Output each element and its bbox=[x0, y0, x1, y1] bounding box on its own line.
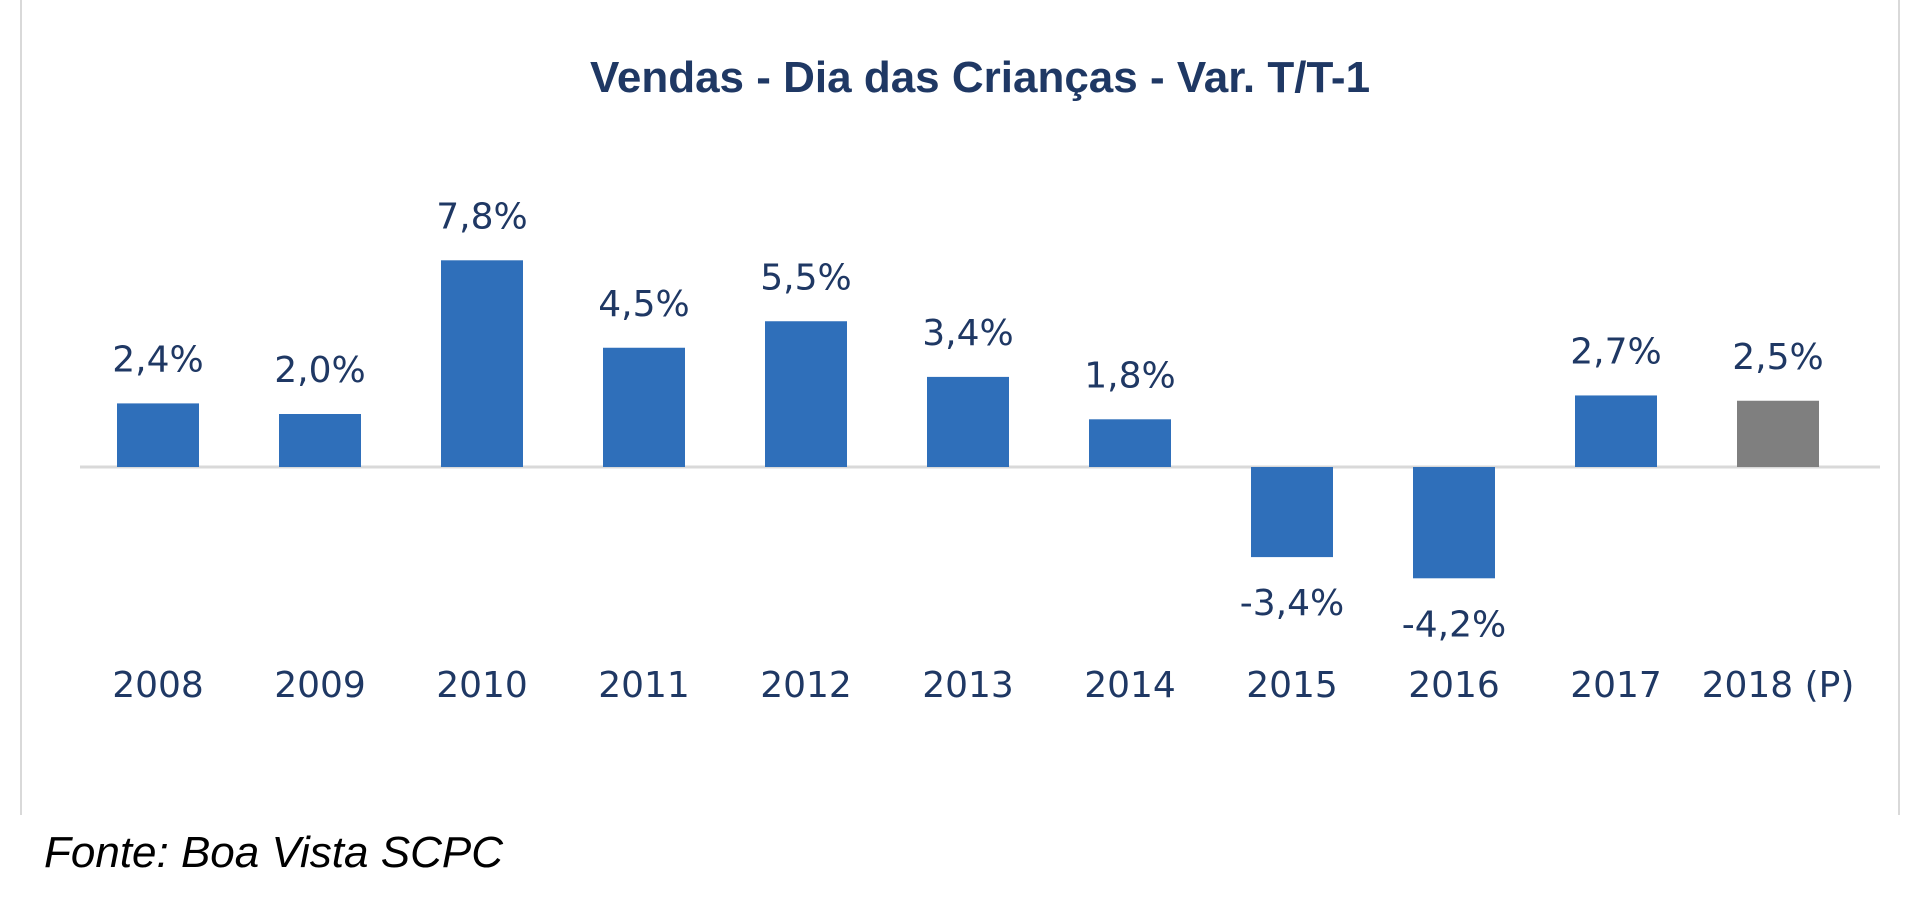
bar-2009 bbox=[279, 414, 361, 467]
data-label-2012: 5,5% bbox=[760, 257, 851, 298]
data-label-2008: 2,4% bbox=[112, 339, 203, 380]
bar-2015 bbox=[1251, 467, 1333, 558]
data-label-2015: -3,4% bbox=[1240, 583, 1344, 624]
data-label-2009: 2,0% bbox=[274, 350, 365, 391]
x-tick-label-2012: 2012 bbox=[760, 665, 852, 706]
bar-2017 bbox=[1575, 395, 1657, 467]
bar-2016 bbox=[1413, 467, 1495, 579]
bar-2013 bbox=[927, 376, 1009, 467]
bar-2011 bbox=[603, 347, 685, 467]
bar-2018-P bbox=[1737, 400, 1819, 467]
x-tick-labels-layer: 2008 2009 2010 2011 2012 2013 2014 2015 2016 2017… bbox=[112, 665, 1854, 706]
bar-2012 bbox=[765, 321, 847, 467]
data-label-2016: -4,2% bbox=[1402, 604, 1506, 645]
data-labels-layer: 2,4% 2,0% 7,8% 4,5% 5,5% 3,4% 1,8% -3,4% -4,2% 2,… bbox=[112, 196, 1823, 645]
data-label-2018-P: 2,5% bbox=[1732, 337, 1823, 378]
x-tick-label-2010: 2010 bbox=[436, 665, 528, 706]
x-tick-label-2013: 2013 bbox=[922, 665, 1014, 706]
x-tick-label-2016: 2016 bbox=[1408, 665, 1500, 706]
chart-panel bbox=[20, 0, 1900, 815]
x-tick-label-2018-P: 2018 (P) bbox=[1702, 665, 1855, 706]
bar-2014 bbox=[1089, 419, 1171, 467]
source-note: Fonte: Boa Vista SCPC bbox=[44, 828, 503, 877]
chart-title: Vendas - Dia das Crianças - Var. T/T-1 bbox=[590, 53, 1370, 102]
data-label-2011: 4,5% bbox=[598, 284, 689, 325]
bar-2008 bbox=[117, 403, 199, 467]
x-tick-label-2017: 2017 bbox=[1570, 665, 1662, 706]
bar-2010 bbox=[441, 260, 523, 467]
data-label-2013: 3,4% bbox=[922, 313, 1013, 354]
data-label-2010: 7,8% bbox=[436, 196, 527, 237]
x-tick-label-2014: 2014 bbox=[1084, 665, 1176, 706]
data-label-2014: 1,8% bbox=[1084, 355, 1175, 396]
x-tick-label-2008: 2008 bbox=[112, 665, 204, 706]
data-label-2017: 2,7% bbox=[1570, 331, 1661, 372]
x-tick-label-2011: 2011 bbox=[598, 665, 690, 706]
bars-layer bbox=[117, 260, 1819, 579]
x-tick-label-2015: 2015 bbox=[1246, 665, 1338, 706]
x-tick-label-2009: 2009 bbox=[274, 665, 366, 706]
